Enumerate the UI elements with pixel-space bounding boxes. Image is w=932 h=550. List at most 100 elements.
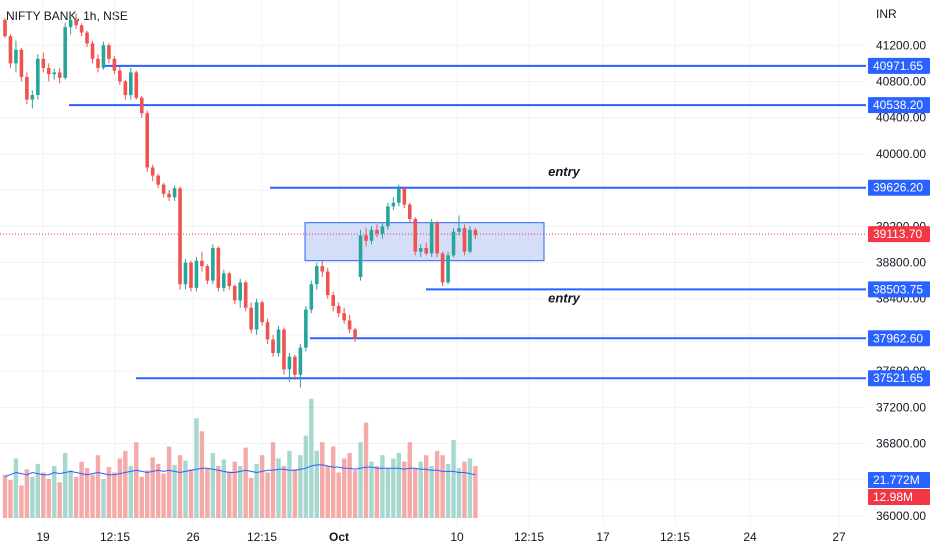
candle-body (347, 320, 352, 330)
candle (424, 242, 428, 256)
level-price-tag-box (868, 281, 930, 298)
candle (167, 190, 171, 201)
volume-bar (413, 468, 418, 518)
candle (314, 262, 319, 290)
candle (222, 269, 226, 292)
volume-bar (183, 460, 188, 518)
candle-body (287, 356, 292, 370)
volume-bar (341, 458, 347, 518)
candle (211, 244, 215, 285)
candle-body (309, 284, 314, 310)
candle-body (25, 76, 29, 100)
candle-body (85, 32, 89, 44)
candle (172, 185, 177, 201)
volume-bar (265, 472, 270, 518)
candle (183, 258, 188, 290)
candle-body (145, 113, 150, 168)
volume-bar (13, 458, 19, 518)
horizontal-levels[interactable] (69, 64, 866, 380)
candle-body (407, 204, 412, 220)
candle (52, 68, 57, 80)
volume-bar (248, 477, 254, 518)
volume-bar (287, 450, 292, 518)
candle (413, 217, 418, 256)
candle (418, 244, 423, 258)
volume-bar (188, 469, 194, 518)
price-tick-label: 40800.00 (876, 74, 926, 88)
candle-body (402, 188, 407, 205)
candle (358, 229, 363, 281)
candle-body (468, 229, 472, 252)
candle-body (413, 219, 418, 252)
candlesticks (3, 13, 478, 388)
volume-bar (462, 461, 467, 518)
volume-bar (46, 479, 51, 518)
candle (74, 13, 78, 29)
candle (369, 226, 374, 245)
candle-body (57, 72, 62, 78)
level-price-tag: 37521.65 (868, 370, 930, 387)
volume-bar (95, 455, 101, 518)
candle (139, 95, 144, 118)
volume-bar (68, 470, 73, 518)
candle-body (298, 347, 303, 375)
candle (232, 284, 237, 305)
volume-bar (24, 469, 30, 518)
volume-bar (309, 398, 314, 518)
candle (271, 334, 275, 357)
candle-body (139, 97, 144, 114)
candle (375, 224, 379, 238)
volume-tag-box (868, 489, 930, 505)
candle (25, 72, 29, 105)
candle-body (74, 19, 78, 26)
candle (205, 264, 210, 285)
level-price-tag-text: 37521.65 (873, 371, 923, 385)
candle-body (282, 329, 286, 370)
candle-body (134, 72, 139, 98)
candle-body (63, 27, 67, 78)
candle (276, 325, 281, 357)
candle (156, 173, 160, 189)
level-price-tag-text: 38503.75 (873, 282, 923, 296)
volume-bar (407, 442, 412, 518)
candle-body (391, 202, 396, 207)
volume-bar (380, 455, 385, 518)
volume-bar (320, 442, 325, 518)
candle (265, 318, 270, 344)
candle-body (14, 49, 18, 64)
volume-bar (84, 468, 90, 518)
volume-bar (161, 473, 166, 518)
candle (260, 300, 264, 326)
candle-body (129, 72, 133, 96)
time-tick-label: 27 (832, 530, 846, 544)
volume-bar (128, 466, 134, 518)
volume-bar (134, 442, 139, 518)
volume-bar (112, 472, 117, 518)
candle (304, 305, 308, 352)
level-price-tag-box (868, 179, 930, 196)
candle-body (457, 228, 461, 232)
candle-body (30, 95, 35, 100)
candle-body (232, 286, 237, 301)
volume-bar (276, 458, 281, 518)
time-axis[interactable]: 19 12:15 26 12:15 Oct 10 12:15 17 12:15 24 27 (36, 530, 846, 544)
volume-tag: 12.98M (868, 489, 930, 505)
volume-average-path (4, 464, 476, 478)
volume-tag-text: 12.98M (873, 490, 913, 504)
volume-bar (57, 482, 62, 518)
currency-label: INR (876, 7, 897, 21)
volume-bar (303, 435, 309, 518)
candle (473, 228, 478, 239)
axis-tags: 40971.65 40538.20 39626.20 38503.75 37962.60… (868, 57, 930, 505)
volume-bar (227, 471, 232, 518)
candle-body (211, 248, 215, 281)
volume-bar (199, 431, 205, 518)
volume-bar (8, 480, 13, 518)
volume-bar (238, 466, 243, 518)
volume-bar (62, 453, 68, 518)
range-box[interactable] (304, 222, 545, 262)
volume-bar (281, 466, 287, 518)
candle-body (325, 271, 330, 296)
candle (243, 280, 248, 312)
